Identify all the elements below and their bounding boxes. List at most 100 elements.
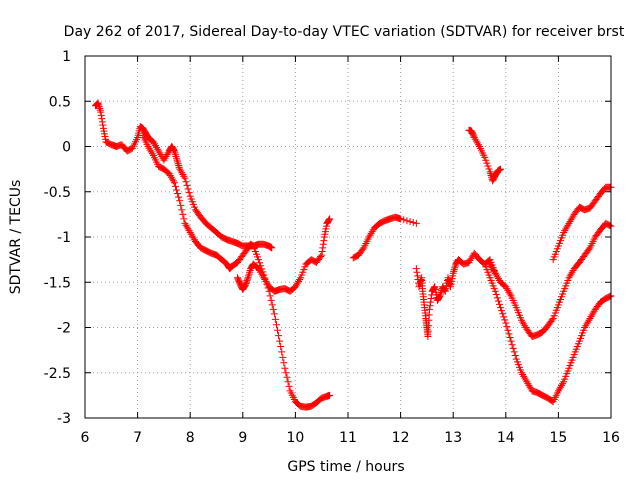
- data-point: [606, 292, 614, 300]
- data-point: [511, 352, 519, 360]
- x-tick-label: 8: [186, 430, 195, 446]
- data-point: [566, 272, 574, 280]
- data-point: [325, 217, 333, 225]
- data-point: [564, 221, 572, 229]
- data-point: [170, 179, 178, 187]
- data-point: [317, 253, 325, 261]
- data-point: [319, 240, 327, 248]
- data-point: [427, 295, 435, 303]
- data-point: [430, 284, 438, 292]
- data-point: [525, 381, 533, 389]
- data-point: [559, 380, 567, 388]
- data-point: [495, 300, 503, 308]
- data-point: [503, 323, 511, 331]
- data-point: [176, 165, 184, 173]
- data-point: [296, 276, 304, 284]
- data-point: [365, 233, 373, 241]
- data-point: [522, 376, 530, 384]
- data-point: [149, 138, 157, 146]
- data-point: [144, 143, 152, 150]
- data-point: [437, 290, 445, 298]
- data-point: [277, 343, 285, 351]
- data-point: [94, 99, 102, 107]
- data-point: [154, 145, 162, 153]
- data-point: [245, 272, 253, 280]
- data-point: [504, 286, 512, 294]
- data-point: [281, 364, 289, 372]
- data-point: [518, 369, 526, 377]
- data-point: [185, 227, 193, 235]
- data-point: [256, 259, 264, 267]
- data-point: [497, 304, 505, 312]
- data-point: [155, 147, 163, 155]
- data-point: [435, 294, 443, 302]
- series-mid-track-morning: [234, 215, 334, 295]
- data-point: [585, 245, 593, 253]
- data-point: [500, 313, 508, 321]
- data-point: [491, 287, 499, 295]
- data-point: [284, 378, 292, 386]
- data-point: [177, 167, 185, 175]
- data-point: [150, 140, 158, 148]
- data-point: [146, 146, 154, 154]
- data-point: [497, 165, 505, 173]
- data-point: [498, 307, 506, 315]
- data-point: [484, 162, 492, 170]
- x-tick-label: 16: [602, 430, 620, 446]
- data-point: [509, 344, 517, 352]
- data-point: [257, 268, 265, 276]
- data-point: [548, 316, 556, 324]
- data-point: [276, 337, 284, 345]
- data-point: [173, 156, 181, 164]
- data-point: [168, 175, 176, 183]
- data-point: [186, 228, 194, 236]
- series-upper-track-evening: [549, 183, 615, 264]
- data-point: [426, 305, 434, 313]
- data-point: [400, 216, 408, 224]
- data-point: [493, 294, 501, 302]
- data-point: [436, 292, 444, 300]
- data-point: [368, 228, 376, 236]
- data-point: [279, 353, 287, 361]
- data-point: [162, 152, 170, 160]
- data-point: [292, 281, 300, 289]
- data-point: [585, 316, 593, 324]
- x-tick-label: 9: [238, 430, 247, 446]
- data-point: [263, 279, 271, 287]
- data-point: [243, 277, 251, 285]
- data-point: [181, 174, 189, 182]
- data-point: [153, 143, 161, 151]
- data-point: [508, 341, 516, 349]
- data-point: [325, 216, 333, 224]
- data-point: [258, 270, 266, 278]
- data-point: [275, 332, 283, 340]
- x-tick-label: 13: [444, 430, 462, 446]
- data-point: [326, 391, 334, 399]
- data-point: [174, 190, 182, 198]
- data-point: [367, 229, 375, 237]
- data-point: [449, 269, 457, 277]
- data-point: [179, 171, 187, 179]
- data-point: [473, 139, 481, 147]
- data-point: [278, 348, 286, 356]
- data-point: [450, 267, 458, 275]
- data-point: [97, 111, 105, 119]
- data-point: [492, 291, 500, 299]
- data-point: [519, 318, 527, 326]
- data-point: [359, 245, 367, 253]
- data-point: [523, 378, 531, 386]
- data-point: [584, 318, 592, 326]
- data-point: [98, 115, 106, 123]
- data-point: [426, 302, 434, 310]
- x-tick-label: 11: [339, 430, 357, 446]
- data-point: [567, 270, 575, 278]
- series-upper-track-afternoon: [465, 126, 505, 185]
- data-point: [562, 225, 570, 233]
- data-point: [173, 186, 181, 194]
- data-point: [269, 305, 277, 313]
- data-point: [187, 230, 195, 238]
- y-tick-label: -1: [57, 230, 71, 246]
- data-point: [501, 316, 509, 324]
- data-point: [175, 193, 183, 201]
